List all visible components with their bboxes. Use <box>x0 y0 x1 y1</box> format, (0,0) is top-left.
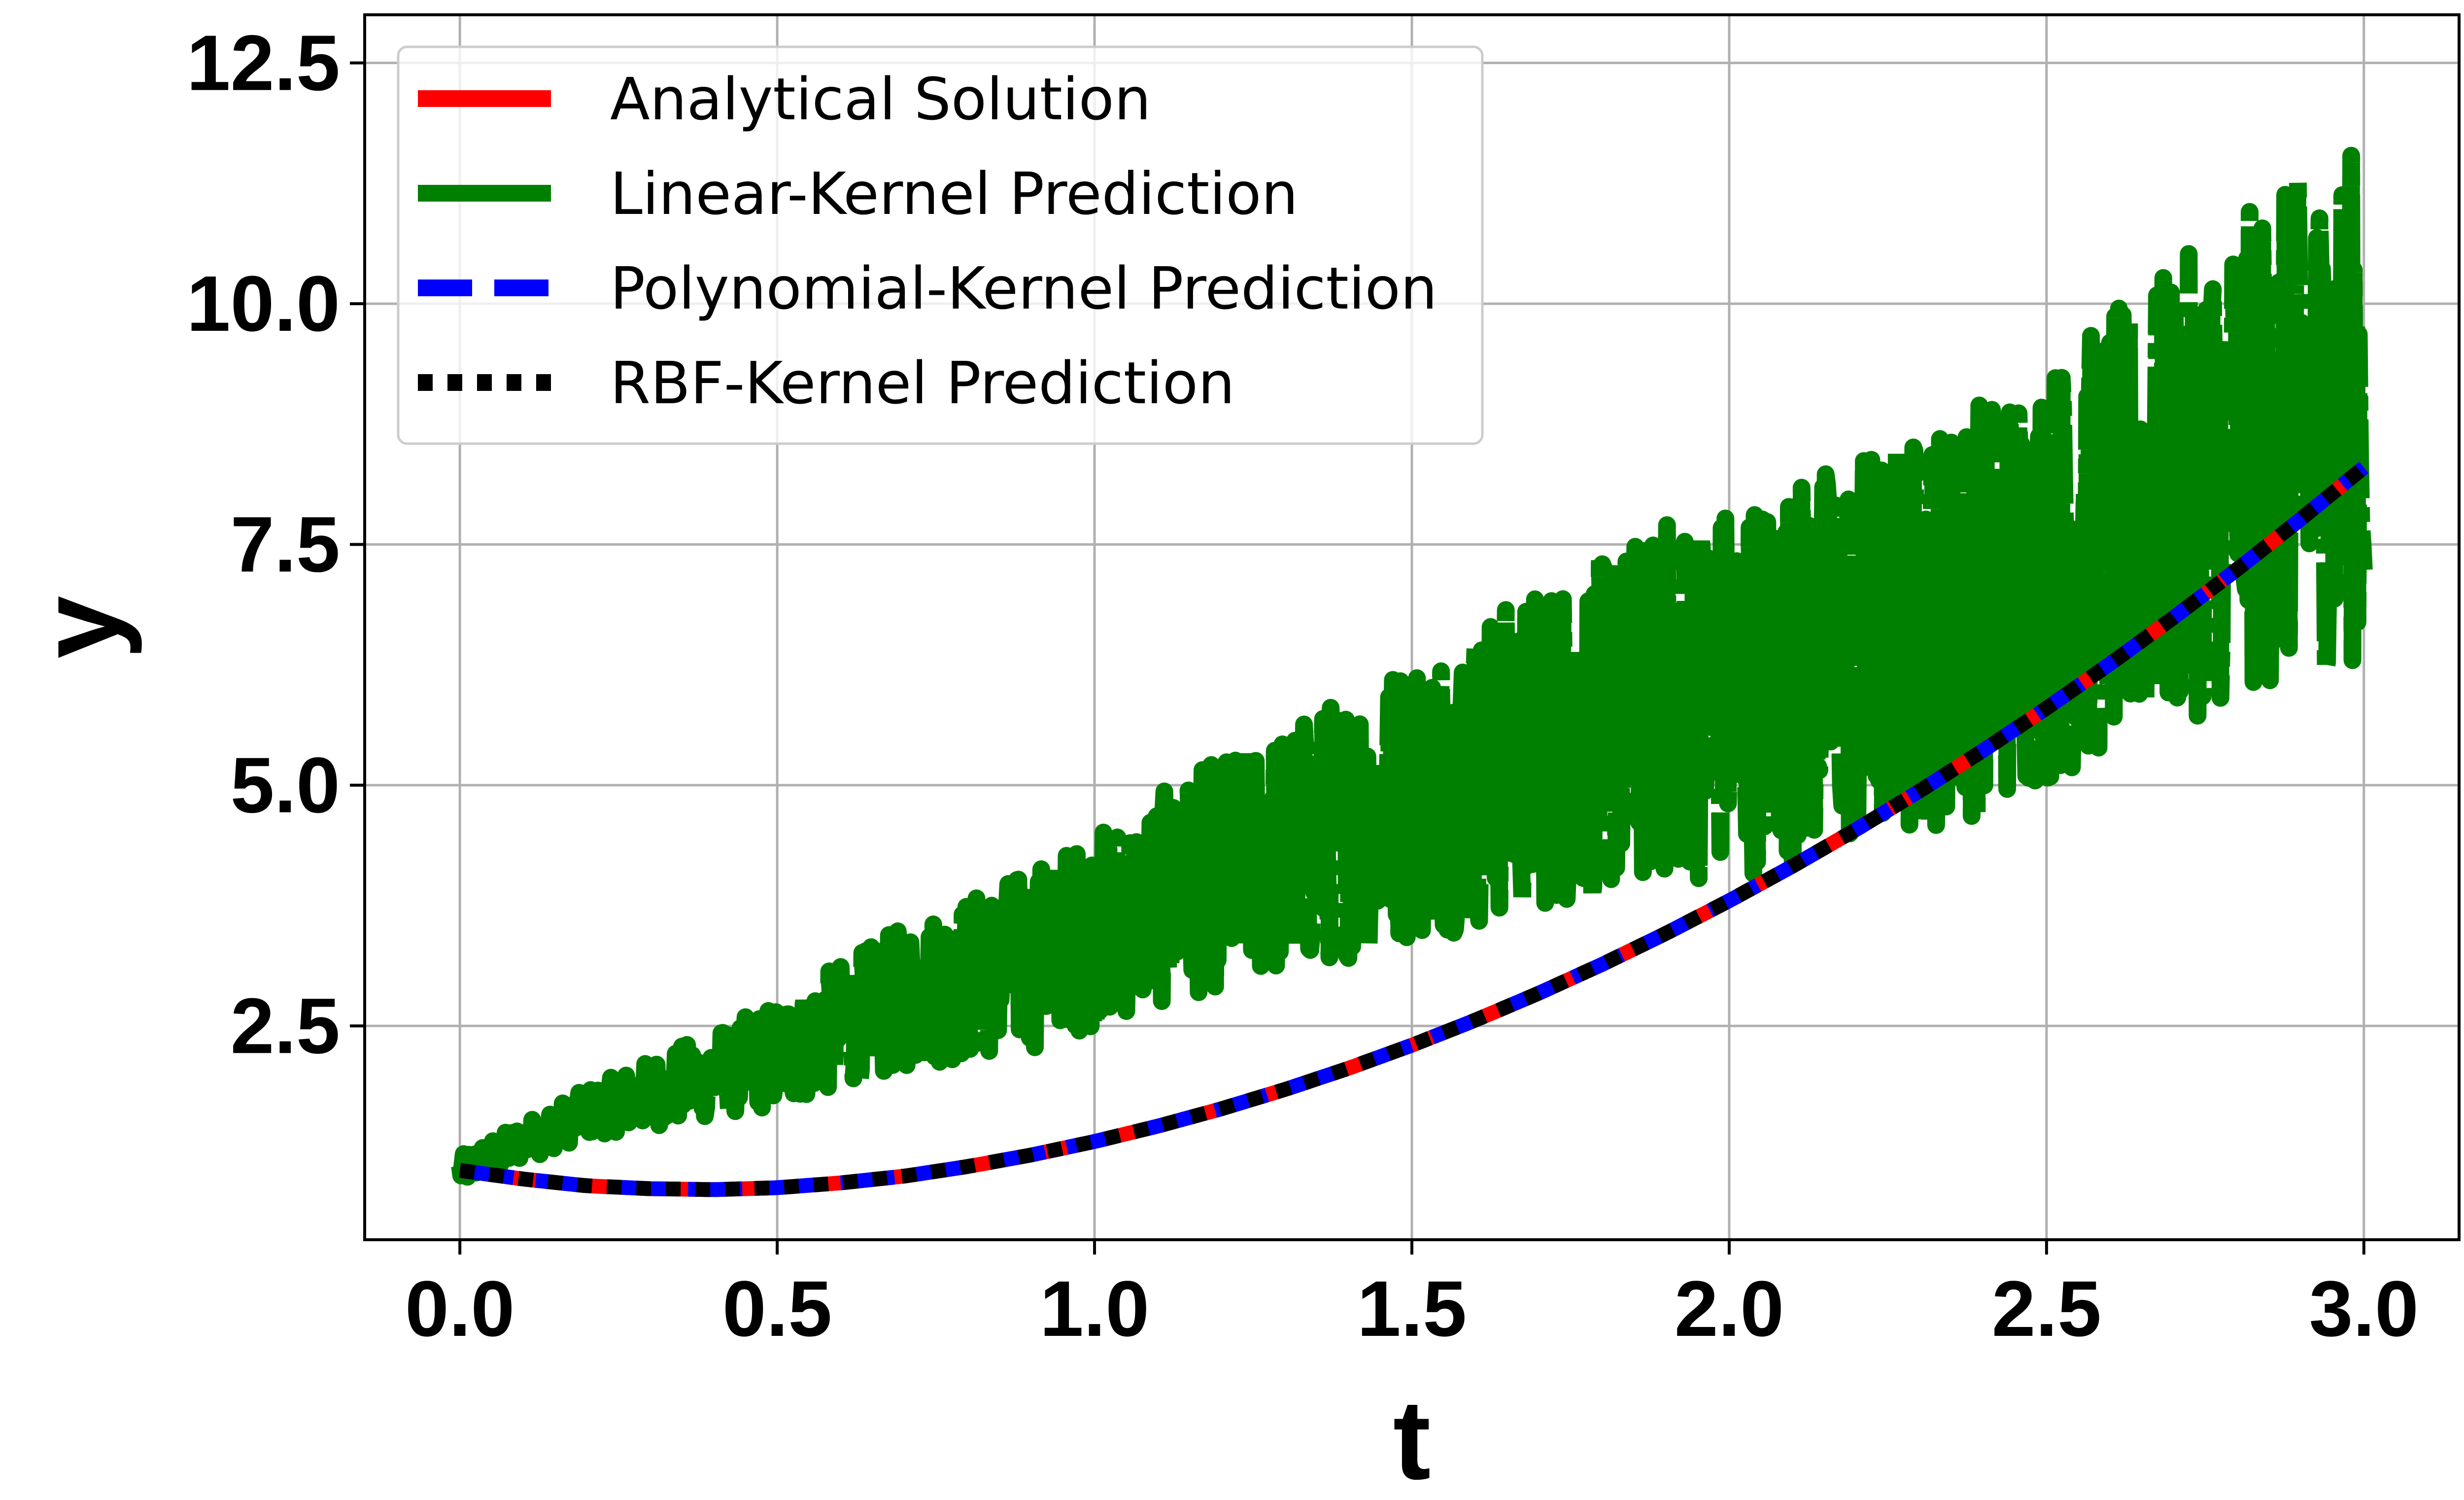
series-line-3 <box>459 461 2369 1197</box>
y-axis-ticks: 2.5 5.0 7.5 10.0 12.5 <box>187 19 365 1070</box>
x-tick-label: 1.5 <box>1357 1264 1467 1353</box>
x-tick-label: 0.0 <box>405 1264 514 1353</box>
y-tick-label: 10.0 <box>187 259 340 348</box>
x-axis-label: t <box>1393 1376 1431 1500</box>
legend-label: RBF-Kernel Prediction <box>610 349 1235 417</box>
x-axis-ticks: 0.0 0.5 1.0 1.5 2.0 2.5 3.0 <box>405 1240 2419 1353</box>
legend-box <box>397 45 1484 445</box>
x-tick-label: 2.0 <box>1675 1264 1784 1353</box>
series-layer <box>451 146 2373 1197</box>
legend-label: Polynomial-Kernel Prediction <box>610 254 1437 322</box>
y-tick-label: 7.5 <box>231 500 340 588</box>
legend: Analytical Solution Linear-Kernel Predict… <box>397 45 1484 445</box>
x-tick-label: 3.0 <box>2309 1264 2419 1353</box>
legend-label: Linear-Kernel Prediction <box>610 160 1298 228</box>
x-tick-label: 0.5 <box>722 1264 832 1353</box>
x-tick-label: 2.5 <box>1992 1264 2101 1353</box>
legend-label: Analytical Solution <box>610 65 1151 133</box>
series-line-1 <box>451 146 2373 1186</box>
x-tick-label: 1.0 <box>1040 1264 1149 1353</box>
y-tick-label: 12.5 <box>187 19 340 107</box>
y-axis-label: y <box>16 596 142 659</box>
y-tick-label: 2.5 <box>231 981 340 1070</box>
y-tick-label: 5.0 <box>231 741 340 829</box>
